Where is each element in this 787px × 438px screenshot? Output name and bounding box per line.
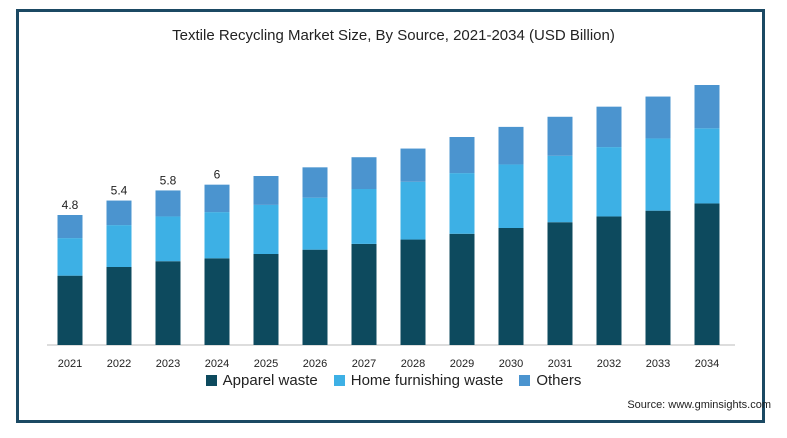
bar-2025-series-1 (253, 254, 279, 345)
legend-swatch (519, 375, 531, 386)
bar-2034-series-2 (694, 128, 720, 204)
legend-item: Home furnishing waste (333, 372, 504, 389)
data-label: 4.8 (62, 198, 79, 212)
bar-2030-series-2 (498, 164, 524, 228)
x-tick-label: 2025 (254, 358, 278, 370)
bar-2034-series-1 (694, 203, 720, 345)
legend-swatch (205, 375, 217, 386)
bar-2022-series-1 (106, 267, 132, 345)
legend-item: Others (519, 372, 581, 389)
bars-group (57, 85, 720, 345)
bar-2028-series-3 (400, 148, 426, 182)
bar-2026-series-3 (302, 167, 328, 198)
bar-2023-series-3 (155, 190, 181, 217)
x-tick-label: 2021 (58, 358, 82, 370)
bar-2025-series-2 (253, 204, 279, 254)
bar-2023-series-2 (155, 216, 181, 262)
bar-2031-series-3 (547, 116, 573, 156)
bar-2033-series-2 (645, 138, 671, 211)
bar-2021-series-2 (57, 238, 83, 276)
bar-2030-series-3 (498, 126, 524, 165)
bar-2030-series-1 (498, 228, 524, 345)
bar-2033-series-1 (645, 210, 671, 345)
x-tick-label: 2034 (695, 358, 719, 370)
x-tick-label: 2028 (401, 358, 425, 370)
x-tick-label: 2029 (450, 358, 474, 370)
bar-2025-series-3 (253, 176, 279, 205)
x-tick-label: 2033 (646, 358, 670, 370)
source-note: Source: www.gminsights.com (627, 399, 771, 411)
bar-2027-series-1 (351, 243, 377, 345)
data-label: 6 (214, 168, 221, 182)
x-tick-label: 2027 (352, 358, 376, 370)
bar-2021-series-1 (57, 275, 83, 345)
bar-2029-series-2 (449, 173, 475, 234)
bar-2028-series-1 (400, 239, 426, 345)
legend-label: Others (536, 372, 582, 389)
bar-2032-series-3 (596, 106, 622, 148)
data-labels: 4.8 5.4 5.8 6 (62, 168, 221, 212)
x-tick-label: 2030 (499, 358, 523, 370)
x-tick-label: 2024 (205, 358, 229, 370)
bar-2027-series-2 (351, 189, 377, 244)
bar-2023-series-1 (155, 261, 181, 345)
bar-2034-series-3 (694, 85, 720, 129)
bar-2024-series-2 (204, 212, 230, 259)
bar-2022-series-3 (106, 200, 132, 226)
bar-2029-series-3 (449, 137, 475, 174)
bar-2022-series-2 (106, 225, 132, 267)
x-tick-labels: 2021 2022 2023 2024 2025 2026 2027 2028 2029 2030… (58, 358, 719, 370)
data-label: 5.4 (111, 184, 128, 198)
bar-2031-series-1 (547, 222, 573, 345)
x-tick-label: 2023 (156, 358, 180, 370)
x-tick-label: 2026 (303, 358, 327, 370)
legend-swatch (333, 375, 345, 386)
bar-2024-series-1 (204, 258, 230, 345)
bar-2032-series-1 (596, 216, 622, 345)
bar-2026-series-1 (302, 249, 328, 345)
legend: Apparel waste Home furnishing waste Others (0, 372, 787, 389)
x-tick-label: 2032 (597, 358, 621, 370)
bar-2026-series-2 (302, 197, 328, 250)
bar-2028-series-2 (400, 181, 426, 240)
bar-2027-series-3 (351, 157, 377, 189)
legend-label: Home furnishing waste (350, 372, 504, 389)
x-tick-label: 2031 (548, 358, 572, 370)
chart-frame (16, 9, 765, 423)
bar-2032-series-2 (596, 147, 622, 217)
bar-2021-series-3 (57, 215, 83, 239)
legend-label: Apparel waste (222, 372, 318, 389)
bar-2024-series-3 (204, 184, 230, 213)
chart-title: Textile Recycling Market Size, By Source… (172, 27, 615, 44)
bar-2029-series-1 (449, 233, 475, 345)
x-tick-label: 2022 (107, 358, 131, 370)
legend-item: Apparel waste (205, 372, 318, 389)
bar-2031-series-2 (547, 155, 573, 223)
data-label: 5.8 (160, 173, 177, 187)
bar-2033-series-3 (645, 96, 671, 139)
